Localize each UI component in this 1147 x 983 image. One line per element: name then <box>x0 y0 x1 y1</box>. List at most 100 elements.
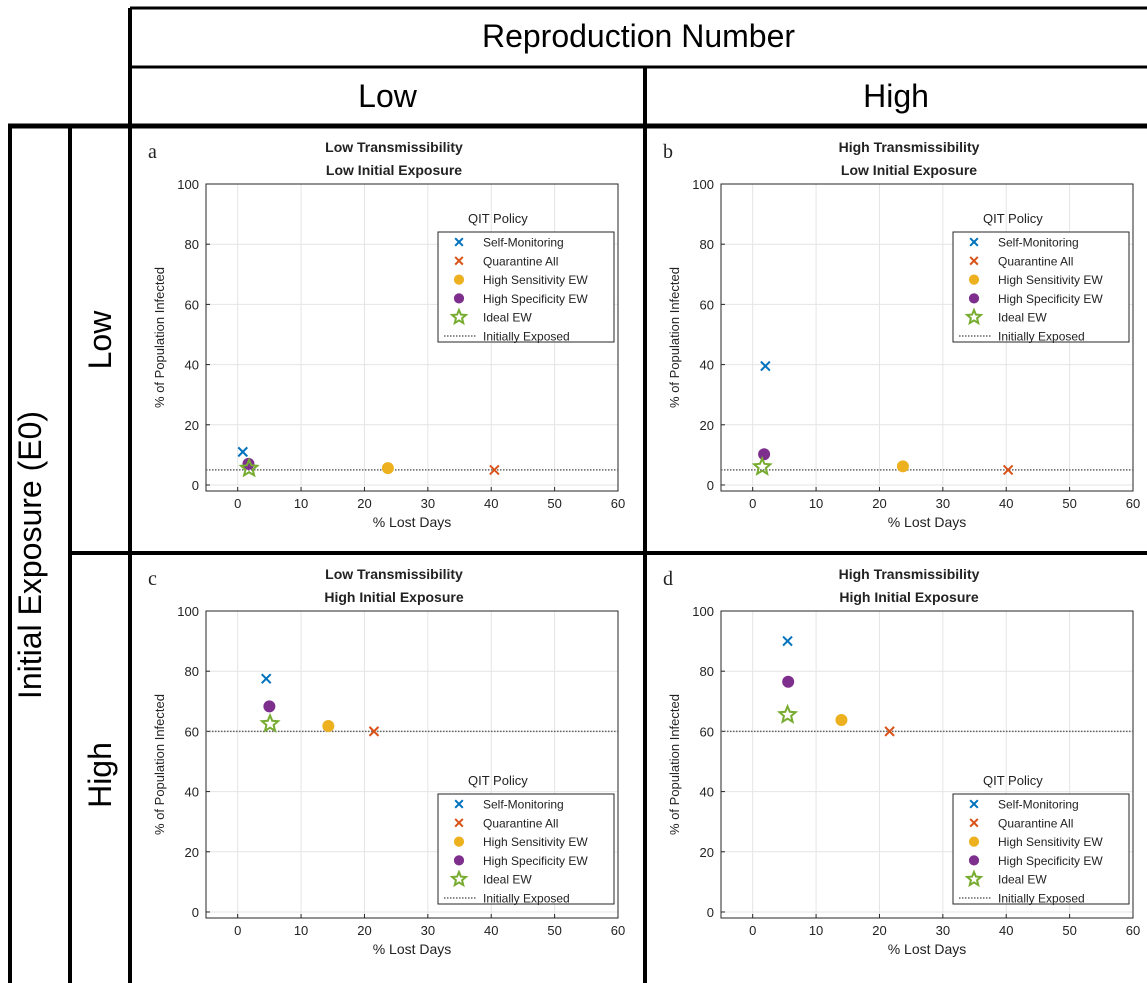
x-tick-label: 20 <box>872 496 886 511</box>
data-point-ideal <box>259 712 281 733</box>
chart-panel-b: b High Transmissibility Low Initial Exposu… <box>647 128 1147 551</box>
chart-title-line-1: Low Transmissibility <box>325 139 463 155</box>
header-row-low: Low <box>82 310 118 370</box>
data-point-quarantine-all <box>489 464 500 476</box>
legend-title: QIT Policy <box>983 773 1043 788</box>
y-tick-label: 80 <box>185 237 199 252</box>
header-initial-exposure: Initial Exposure (E0) <box>12 410 48 700</box>
x-tick-label: 10 <box>294 496 308 511</box>
x-tick-label: 30 <box>936 923 950 938</box>
legend-marker-ideal <box>964 307 984 326</box>
legend-marker-self-monitoring <box>969 237 979 247</box>
x-axis-label: % Lost Days <box>888 941 967 957</box>
y-tick-label: 0 <box>192 905 199 920</box>
legend-label: Quarantine All <box>998 254 1073 268</box>
legend-label: High Sensitivity EW <box>483 273 588 287</box>
y-tick-label: 40 <box>700 785 714 800</box>
data-point-high-sensitivity <box>835 713 848 726</box>
x-tick-label: 10 <box>809 496 823 511</box>
legend-label: High Sensitivity EW <box>483 835 588 849</box>
chart-title-line-1: Low Transmissibility <box>325 566 463 582</box>
x-tick-label: 40 <box>484 496 498 511</box>
y-tick-label: 20 <box>700 418 714 433</box>
x-tick-label: 40 <box>999 923 1013 938</box>
legend-marker-high-specificity <box>453 855 465 866</box>
y-tick-label: 60 <box>185 297 199 312</box>
x-tick-label: 50 <box>547 923 561 938</box>
y-tick-label: 20 <box>700 845 714 860</box>
legend-box <box>437 231 615 343</box>
header-reproduction-number: Reproduction Number <box>481 18 796 54</box>
x-axis-label: % Lost Days <box>373 941 452 957</box>
data-point-high-sensitivity <box>896 460 909 473</box>
x-tick-label: 0 <box>749 496 756 511</box>
legend-marker-high-specificity <box>968 293 980 304</box>
legend-title: QIT Policy <box>468 773 528 788</box>
data-point-quarantine-all <box>884 726 895 737</box>
x-tick-label: 0 <box>749 923 756 938</box>
y-tick-label: 80 <box>185 664 199 679</box>
x-tick-label: 30 <box>936 496 950 511</box>
chart-panel-d: d High Transmissibility High Initial Expos… <box>647 555 1147 978</box>
x-tick-label: 20 <box>357 496 371 511</box>
legend-marker-high-specificity <box>968 855 980 866</box>
legend-box <box>437 793 615 905</box>
x-tick-label: 50 <box>1062 496 1076 511</box>
chart-title-line-2: High Initial Exposure <box>839 589 978 605</box>
legend-label: Ideal EW <box>998 873 1047 887</box>
y-tick-label: 60 <box>185 724 199 739</box>
legend-marker-high-sensitivity <box>968 274 980 285</box>
data-point-high-sensitivity <box>381 462 394 475</box>
chart-svg: c Low Transmissibility High Initial Exposu… <box>148 566 625 957</box>
legend-label: Initially Exposed <box>483 892 570 906</box>
chart-svg: a Low Transmissibility Low Initial Exposur… <box>148 139 625 530</box>
x-tick-label: 10 <box>294 923 308 938</box>
x-tick-label: 10 <box>809 923 823 938</box>
axes-box <box>205 610 619 919</box>
legend-marker-ideal <box>964 869 984 888</box>
legend-marker-self-monitoring <box>454 237 464 247</box>
x-tick-label: 60 <box>1126 923 1140 938</box>
x-tick-label: 60 <box>611 496 625 511</box>
y-tick-label: 20 <box>185 845 199 860</box>
x-tick-label: 50 <box>1062 923 1076 938</box>
legend-label: Quarantine All <box>483 254 558 268</box>
header-row-high: High <box>82 742 118 808</box>
x-tick-label: 60 <box>611 923 625 938</box>
legend-marker-quarantine-all <box>454 818 464 828</box>
legend-marker-high-sensitivity <box>968 836 980 847</box>
legend-box <box>952 793 1130 905</box>
chart-panel-a: a Low Transmissibility Low Initial Exposur… <box>132 128 645 551</box>
x-tick-label: 20 <box>872 923 886 938</box>
x-tick-label: 50 <box>547 496 561 511</box>
data-point-quarantine-all <box>1002 464 1014 476</box>
x-axis-label: % Lost Days <box>373 514 452 530</box>
y-tick-label: 0 <box>192 478 199 493</box>
y-tick-label: 100 <box>692 604 714 619</box>
chart-title-line-2: Low Initial Exposure <box>841 162 977 178</box>
y-tick-label: 20 <box>185 418 199 433</box>
y-tick-label: 0 <box>707 478 714 493</box>
header-column-low: Low <box>358 78 417 114</box>
data-point-high-sensitivity <box>322 719 335 732</box>
chart-title-line-1: High Transmissibility <box>839 566 980 582</box>
y-axis-label: % of Population Infected <box>152 694 167 835</box>
legend-marker-quarantine-all <box>969 256 979 266</box>
data-point-ideal <box>776 703 799 724</box>
x-tick-label: 30 <box>421 496 435 511</box>
data-point-self-monitoring <box>760 360 771 372</box>
legend-title: QIT Policy <box>468 211 528 226</box>
legend-marker-self-monitoring <box>454 799 464 809</box>
data-point-high-specificity <box>758 448 771 461</box>
legend-marker-quarantine-all <box>969 818 979 828</box>
panel-label: c <box>148 568 157 590</box>
data-point-quarantine-all <box>368 726 380 737</box>
legend-label: High Specificity EW <box>998 854 1103 868</box>
legend-label: Ideal EW <box>483 873 532 887</box>
y-tick-label: 60 <box>700 724 714 739</box>
chart-title-line-2: Low Initial Exposure <box>326 162 462 178</box>
y-axis-label: % of Population Infected <box>152 267 167 408</box>
x-tick-label: 60 <box>1126 496 1140 511</box>
data-point-ideal <box>238 457 260 478</box>
